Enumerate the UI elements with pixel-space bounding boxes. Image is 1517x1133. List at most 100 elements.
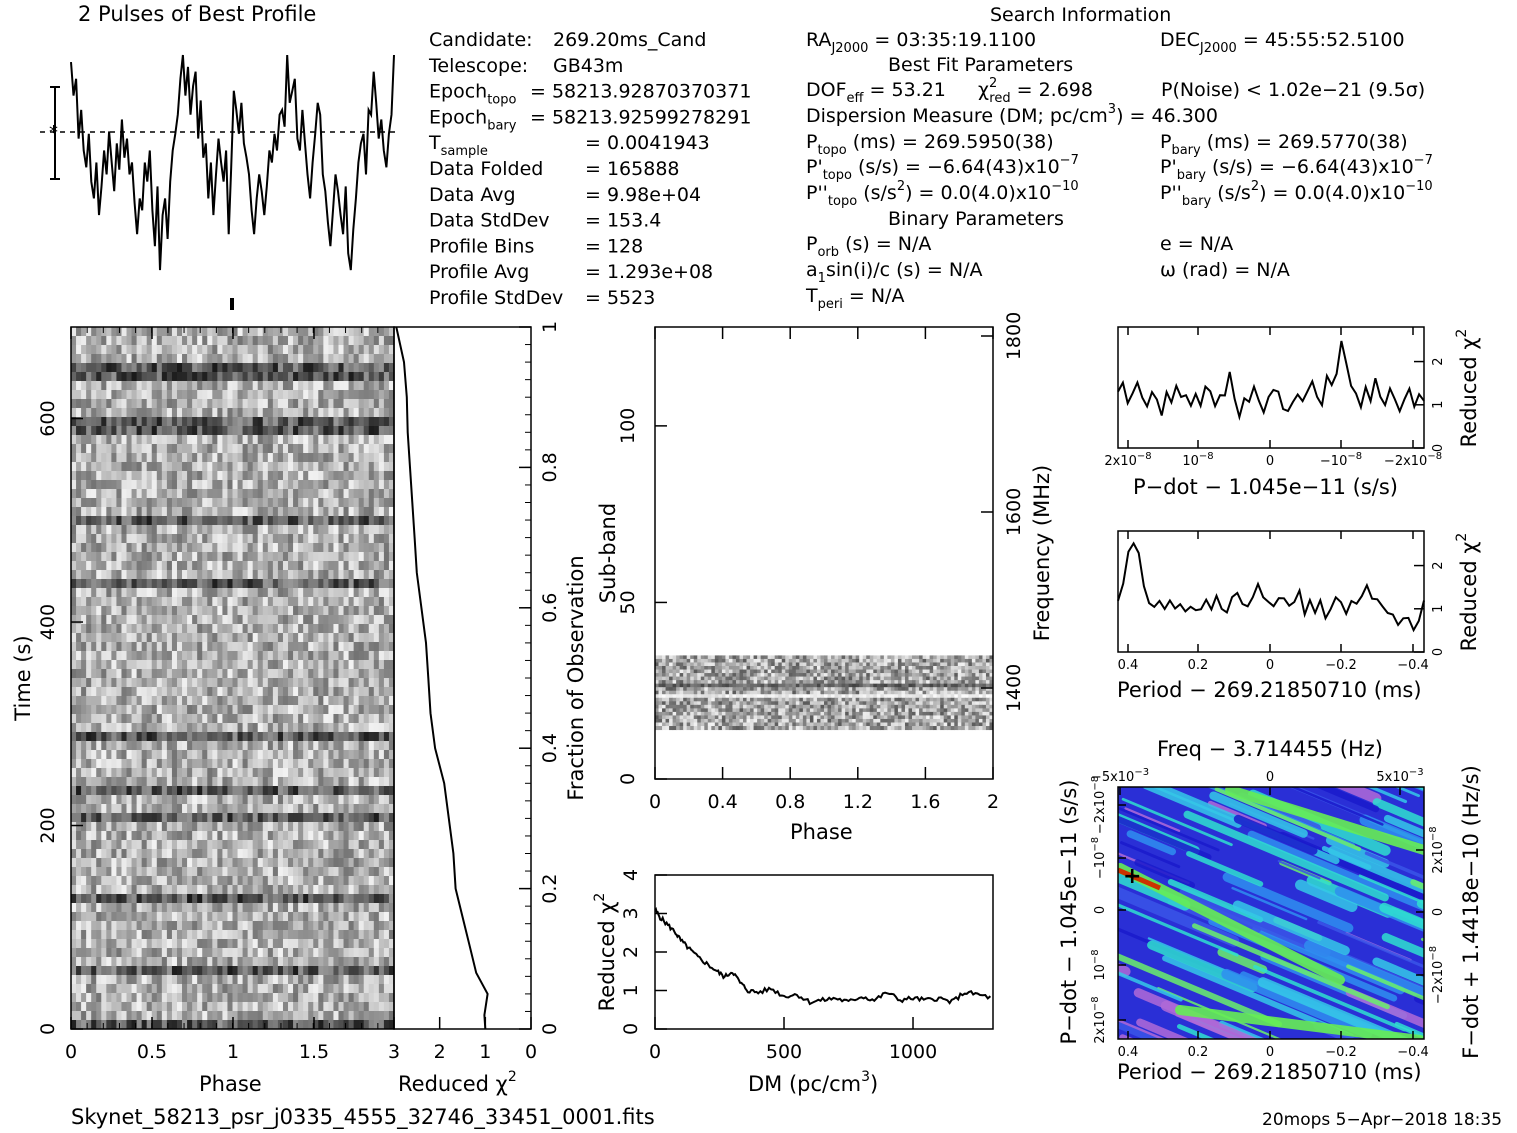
heat-cell [252,453,259,463]
heat-cell [288,696,294,706]
heat-cell [383,462,390,472]
heat-cell [176,597,183,607]
heat-cell [348,831,355,841]
heat-cell [86,804,92,814]
heat-cell [136,651,143,661]
heat-cell [141,840,148,850]
heat-cell [272,543,279,553]
heat-cell [121,840,128,850]
heat-cell [171,435,178,445]
heat-cell [368,453,375,463]
heat-cell [282,570,289,580]
heat-cell [298,1011,304,1021]
heat-cell [76,993,82,1003]
heat-cell [288,741,294,751]
heat-cell [373,381,380,391]
heat-cell [176,363,183,373]
heat-cell [192,651,198,661]
heat-cell [383,543,390,553]
heat-cell [166,795,173,805]
heat-cell [146,831,153,841]
heat-cell [257,993,264,1003]
heat-cell [378,489,385,499]
heat-cell [368,435,375,445]
heat-cell [272,840,279,850]
heat-cell [227,516,234,526]
heat-cell [182,327,188,337]
heat-cell [187,723,193,733]
heat-cell [368,741,375,751]
heat-cell [106,525,112,535]
heat-cell [308,462,314,472]
heat-cell [232,624,239,634]
heat-cell [76,741,82,751]
heat-cell [106,471,112,481]
heat-cell [308,444,314,454]
heat-cell [293,651,299,661]
heat-cell [267,921,274,931]
heat-cell [136,777,143,787]
heat-cell [373,813,380,823]
heat-cell [363,525,370,535]
heat-cell [348,498,355,508]
heat-cell [363,678,370,688]
heat-cell [227,1002,234,1012]
heat-cell [202,813,208,823]
heat-cell [76,444,82,454]
heat-cell [358,930,365,940]
heat-cell [363,732,370,742]
heat-cell [106,930,112,940]
heat-cell [166,516,173,526]
heat-cell [101,588,107,598]
pdtopo-label: P'topo (s/s) = −6.64(43)x10−7 [806,153,1079,183]
dof-label: DOFeff = 53.21 [806,79,946,106]
heat-cell [338,930,345,940]
heat-cell [197,876,203,886]
heat-cell [81,624,87,634]
heat-cell [338,939,345,949]
heat-cell [252,795,259,805]
heat-cell [242,939,249,949]
heat-cell [86,525,92,535]
heat-cell [328,651,335,661]
heat-cell [101,516,107,526]
heat-cell [383,966,390,976]
heat-cell [151,669,158,679]
chi2-label: χ2 red = 2.698 [978,76,1093,106]
heat-cell [303,354,309,364]
heat-cell [121,543,128,553]
heat-cell [237,948,244,958]
heat-cell [121,849,128,859]
heat-cell [373,570,380,580]
heat-cell [86,1011,92,1021]
heat-cell [101,822,107,832]
heat-cell [298,849,304,859]
heat-cell [91,624,97,634]
heat-cell [101,678,107,688]
heat-cell [262,480,269,490]
heat-cell [323,516,329,526]
heat-cell [338,912,345,922]
heat-cell [71,408,77,418]
heat-cell [76,912,82,922]
heat-cell [368,417,375,427]
heat-cell [247,480,254,490]
heat-cell [126,390,133,400]
heat-cell [338,363,345,373]
heat-cell [187,975,193,985]
heat-cell [197,768,203,778]
heat-cell [388,525,394,535]
heat-cell [262,984,269,994]
heat-cell [101,453,107,463]
heat-cell [232,903,239,913]
heat-cell [262,957,269,967]
heat-cell [176,408,183,418]
heat-cell [141,597,148,607]
heat-cell [136,390,143,400]
heat-cell [192,363,198,373]
heat-cell [71,471,77,481]
heat-cell [333,858,340,868]
heat-cell [368,660,375,670]
heat-cell [277,498,284,508]
heat-cell [151,381,158,391]
